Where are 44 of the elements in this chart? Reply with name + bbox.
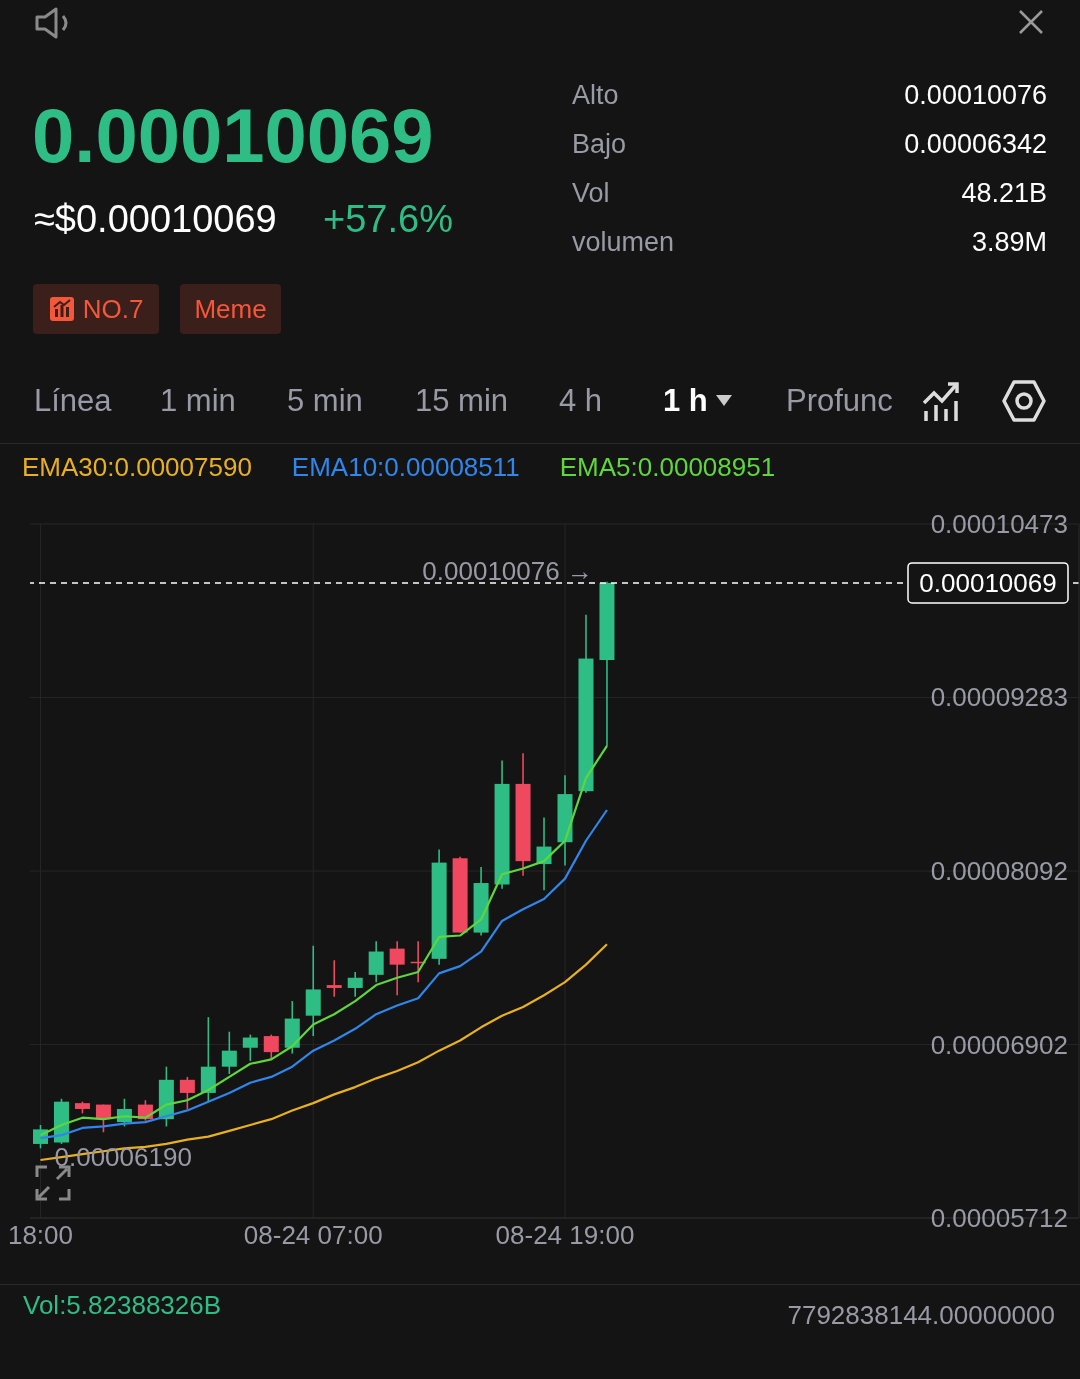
text: Profunc [786, 383, 893, 419]
y-tick-label: 0.00009283 [930, 682, 1068, 713]
text: 48.21B [961, 178, 1047, 209]
candlestick [347, 971, 363, 998]
text: Línea [34, 383, 112, 419]
text: Bajo [572, 129, 627, 160]
text: NO.7 [82, 293, 144, 325]
text: Alto [572, 80, 619, 111]
x-tick-label: 08-24 19:00 [495, 1220, 635, 1251]
text: 0.00010076 [904, 80, 1047, 111]
text: 1 min [160, 383, 236, 419]
text: +57.6% [323, 198, 453, 241]
text: 4 h [559, 383, 603, 419]
annotation: 0.00010076 → [422, 555, 593, 586]
candlestick [221, 1030, 237, 1075]
candlestick [326, 959, 342, 998]
text: Vol [572, 178, 610, 209]
candlestick [389, 940, 405, 997]
candlestick [368, 940, 384, 983]
text: EMA10:0.00008511 [291, 451, 520, 483]
y-tick-label: 0.00005712 [930, 1203, 1068, 1233]
y-tick-label: 0.00006902 [930, 1029, 1068, 1060]
text: 1 h [663, 383, 708, 419]
candlestick [263, 1033, 279, 1061]
text: EMA5:0.00008951 [559, 451, 776, 483]
x-tick-label: 08-24 07:00 [243, 1220, 383, 1251]
text: volumen [572, 227, 675, 258]
annotation: 0.00006190 [54, 1142, 192, 1173]
candlestick [179, 1076, 195, 1110]
x-tick-label: 18:00 [7, 1220, 74, 1251]
text: ≈$0.00010069 [34, 198, 277, 241]
y-tick-label: 0.00010473 [930, 509, 1068, 539]
chart-title: 0.00010069 [32, 92, 434, 179]
text: 5 min [287, 383, 363, 419]
text: 3.89M [971, 227, 1047, 258]
candlestick [242, 1033, 258, 1062]
ref-line-label: 0.00010069 [919, 567, 1057, 598]
text: Vol:5.82388326B [23, 1290, 222, 1321]
text: 15 min [415, 383, 509, 419]
text: 0.00006342 [904, 129, 1047, 160]
text: 7792838144.00000000 [787, 1300, 1055, 1331]
text: EMA30:0.00007590 [22, 451, 252, 483]
text: Meme [194, 293, 267, 325]
y-tick-label: 0.00008092 [930, 856, 1068, 887]
